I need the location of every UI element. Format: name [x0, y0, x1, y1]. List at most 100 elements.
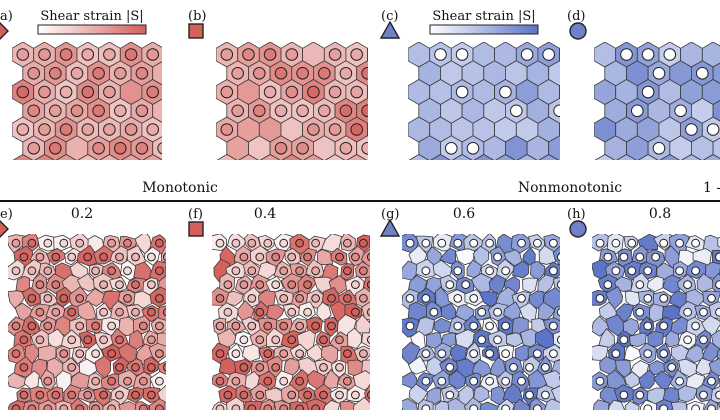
panel-g-cell-67	[415, 316, 435, 336]
panel-h-inclusion-117	[715, 390, 720, 400]
panel-f-cell-152	[362, 412, 381, 420]
panel-a-inclusion-58	[71, 180, 83, 192]
panel-a-inclusion-36	[103, 123, 116, 136]
panel-c-inclusion-62	[586, 161, 598, 173]
panel-b-cell-66	[292, 173, 314, 198]
panel-g-cell-137	[479, 401, 500, 410]
panel-g-inclusion-114	[469, 376, 479, 386]
panel-b-inclusion-53	[405, 143, 417, 155]
panel-b-inclusion-9	[231, 67, 244, 80]
panel-a-inclusion-13	[135, 67, 149, 80]
panel-f-inclusion-76	[375, 322, 383, 330]
panel-g-inclusion-28	[501, 266, 511, 276]
panel-g-inclusion-123	[445, 390, 455, 400]
panel-c-cell-16	[570, 61, 592, 86]
panel-b-inclusion-58	[308, 161, 320, 173]
panel-h-cell-74	[665, 330, 680, 348]
panel-c-cell-25	[559, 85, 560, 99]
panel-a-inclusion-51	[82, 161, 94, 173]
panel-g-cell-125	[472, 385, 490, 403]
panel-e-inclusion-106	[131, 363, 140, 372]
panel-a-inclusion-56	[28, 180, 40, 192]
colorbar-blue: Shear strain |S|	[429, 9, 539, 35]
panel-f-inclusion-115	[295, 376, 305, 386]
panel-e-inclusion-126	[99, 390, 108, 400]
panel-b-inclusion-47	[274, 142, 288, 155]
panel-h-inclusion-13	[651, 252, 661, 262]
panel-value-g: 0.6	[453, 206, 475, 222]
panel-b-inclusion-32	[339, 104, 353, 118]
panel-f-inclusion-71	[295, 321, 305, 331]
panel-f-inclusion-36	[271, 280, 281, 290]
panel-e-inclusion-127	[115, 390, 124, 400]
panel-e-inclusion-72	[107, 321, 116, 331]
panel-f-inclusion-1	[231, 238, 241, 248]
panel-g-inclusion-106	[525, 363, 534, 372]
panel-h-inclusion-116	[699, 390, 708, 400]
panel-f-cell-144	[234, 416, 253, 420]
panel-h-inclusion-37	[715, 280, 720, 289]
panel-b-cell-55	[238, 154, 259, 160]
panel-e-cell-148	[94, 413, 114, 420]
panel-h-inclusion-43	[643, 294, 653, 303]
panel-c-cell-58	[495, 154, 516, 160]
panel-h-inclusion-64	[659, 321, 669, 331]
panel-h-cell-82	[623, 344, 643, 362]
panel-g-cell-139	[513, 398, 531, 410]
panel-h-inclusion-35	[683, 280, 692, 290]
panel-g-inclusion-42	[556, 280, 560, 289]
panel-f-inclusion-32	[375, 267, 383, 275]
panel-b-cell-62	[389, 155, 411, 180]
panel-b-cell-59	[324, 154, 346, 160]
panel-g-cell-32	[559, 267, 560, 270]
panel-e-inclusion-82	[99, 335, 108, 345]
panel-f-inclusion-142	[375, 405, 383, 413]
panel-a-inclusion-26	[70, 104, 84, 118]
panel-b-inclusion-69	[362, 180, 374, 192]
panel-a-inclusion-45	[135, 142, 149, 155]
panel-e-inclusion-48	[75, 294, 85, 303]
panel-d-inclusion-2	[641, 48, 655, 61]
panel-h-inclusion-30	[603, 280, 613, 290]
panel-e-cell-109	[174, 360, 191, 374]
panel-e-inclusion-35	[51, 280, 61, 290]
panel-g-cell-146	[458, 416, 476, 420]
panel-e-inclusion-137	[91, 404, 100, 410]
panel-h-inclusion-127	[707, 404, 716, 410]
panel-e-inclusion-38	[99, 280, 108, 290]
panel-f-inclusion-4	[279, 238, 289, 248]
panel-b-inclusion-22	[307, 85, 320, 99]
panel-e-inclusion-2	[43, 238, 53, 248]
panel-a-cell-53	[120, 154, 142, 160]
panel-f-inclusion-5	[295, 238, 305, 248]
panel-b-cell-68	[335, 173, 357, 198]
panel-g-inclusion-1	[421, 238, 431, 248]
panel-h-cell-115	[677, 385, 699, 403]
panel-e-inclusion-61	[115, 307, 124, 317]
panel-g-inclusion-133	[421, 404, 431, 410]
panel-e-inclusion-15	[83, 252, 93, 262]
panel-g-cell-120	[558, 375, 560, 382]
panel-b-cell-64	[249, 173, 271, 198]
panel-e-inclusion-24	[43, 266, 53, 276]
panel-e-inclusion-7	[123, 238, 132, 248]
panel-c-inclusion-47	[466, 142, 480, 155]
panel-e-inclusion-40	[131, 280, 140, 290]
panel-c-inclusion-64	[446, 180, 458, 192]
panel-f-cell-146	[266, 416, 283, 420]
panel-e-cell-143	[16, 414, 34, 420]
panel-b-cell-8	[389, 42, 411, 67]
panel-e-inclusion-81	[83, 335, 93, 345]
panel-g-cell-132	[402, 398, 418, 410]
panel-e-inclusion-43	[179, 281, 187, 289]
panel-f-cell-109	[380, 358, 397, 375]
panel-g-cell-76	[559, 318, 560, 323]
panel-b-cell-70	[378, 173, 400, 198]
panel-b-inclusion-55	[243, 161, 255, 173]
panel-f-inclusion-113	[263, 376, 273, 386]
panel-b-cell-63	[227, 173, 249, 198]
panel-f-inclusion-81	[287, 335, 297, 345]
panel-b-inclusion-8	[394, 49, 406, 61]
panel-a-inclusion-60	[115, 180, 127, 192]
panel-h-cell-133	[645, 414, 666, 420]
